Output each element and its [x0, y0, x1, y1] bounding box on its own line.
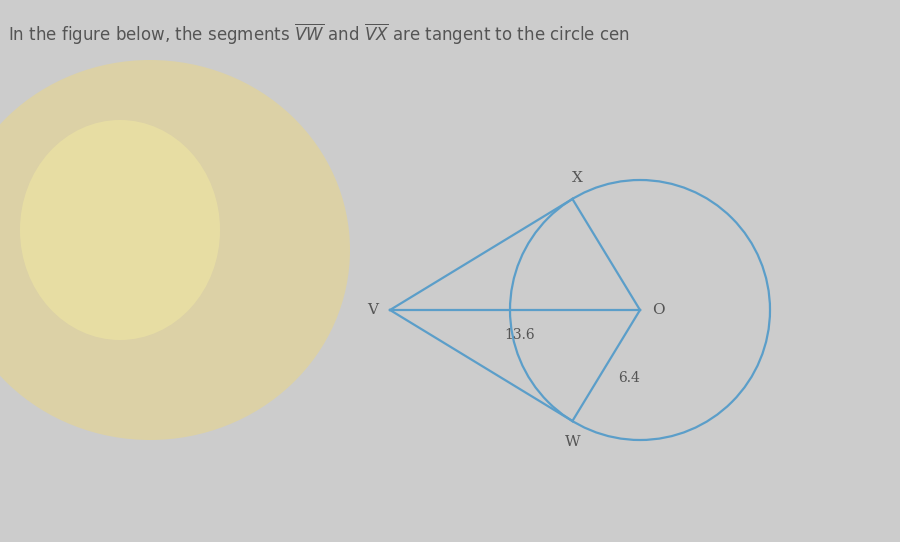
- Text: In the figure below, the segments $\overline{VW}$ and $\overline{VX}$ are tangen: In the figure below, the segments $\over…: [8, 22, 630, 47]
- Text: X: X: [572, 171, 583, 185]
- Text: 13.6: 13.6: [505, 328, 536, 342]
- Text: V: V: [367, 303, 378, 317]
- Ellipse shape: [0, 60, 350, 440]
- Text: W: W: [564, 435, 580, 449]
- Text: 6.4: 6.4: [618, 371, 640, 384]
- Ellipse shape: [20, 120, 220, 340]
- Text: O: O: [652, 303, 664, 317]
